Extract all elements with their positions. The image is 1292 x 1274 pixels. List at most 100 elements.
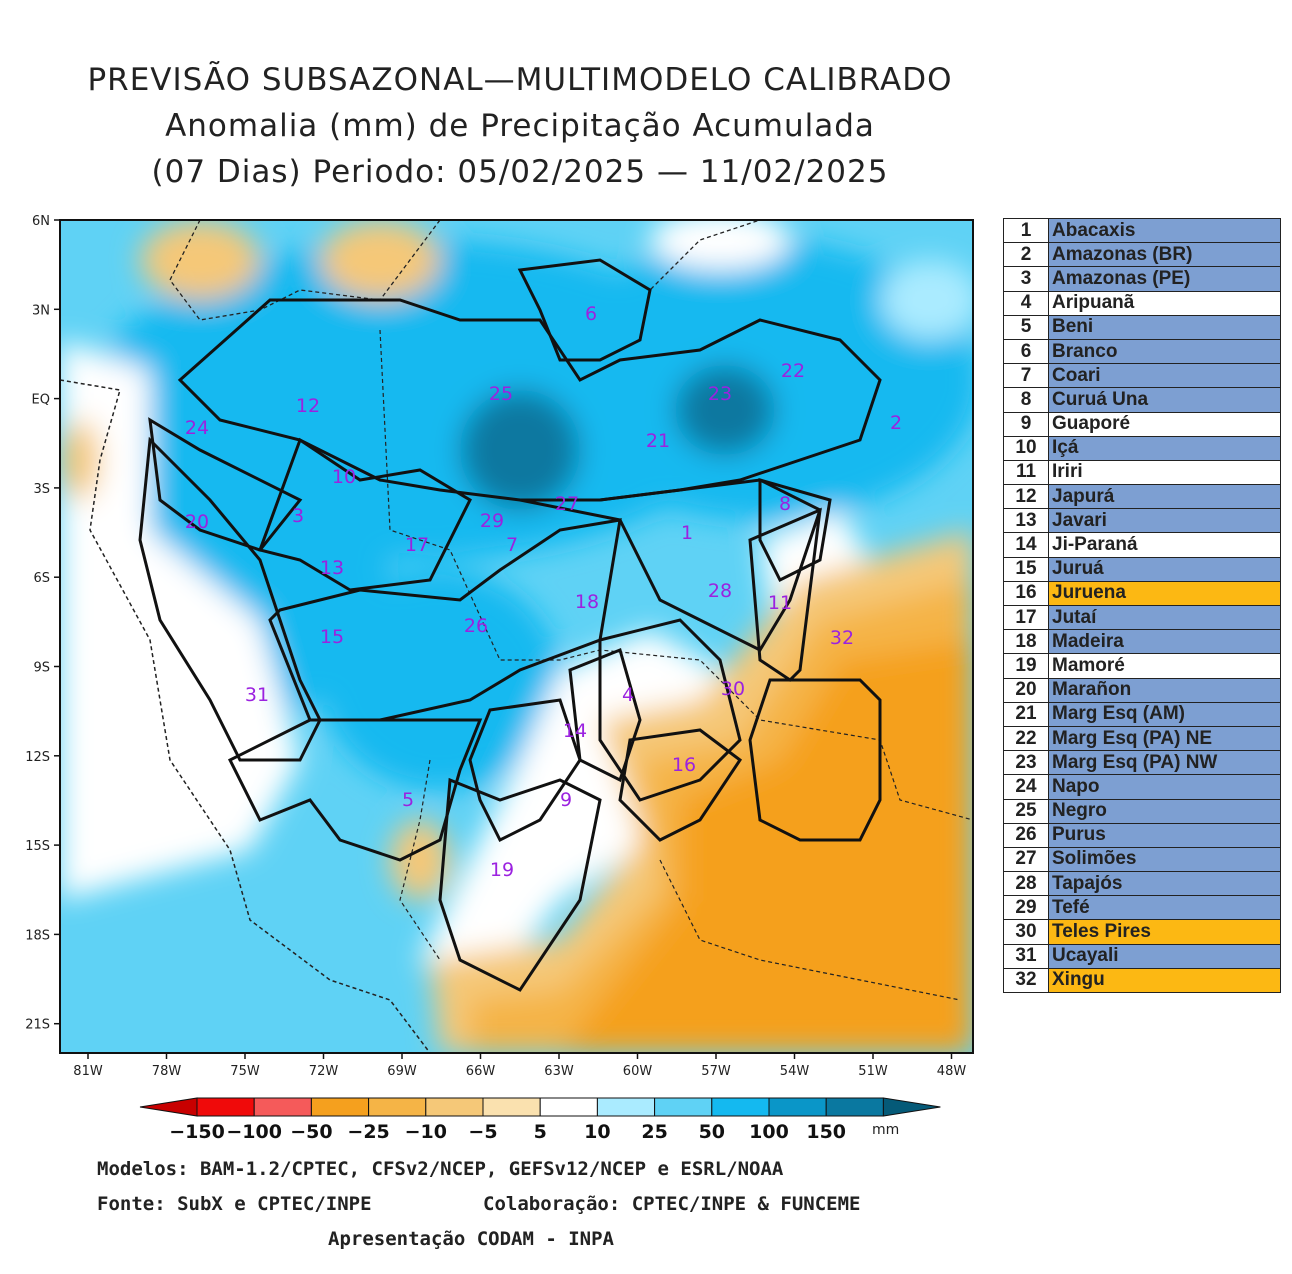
legend-row: 26 Purus [1003, 822, 1281, 848]
legend-basin-number: 7 [1003, 363, 1049, 389]
footer-source: Fonte: SubX e CPTEC/INPE [97, 1193, 372, 1215]
legend-basin-number: 17 [1003, 604, 1049, 631]
basin-label-32: 32 [830, 627, 854, 649]
colorbar-label: −50 [290, 1121, 332, 1143]
legend-row: 16 Juruena [1003, 580, 1281, 607]
lat-label: 21S [25, 1018, 50, 1033]
lat-label: 3S [33, 482, 50, 497]
legend-basin-number: 13 [1003, 508, 1049, 534]
lon-label: 54W [780, 1064, 810, 1079]
basin-label-10: 10 [332, 466, 356, 488]
basin-number-labels: 1 2 3 4 5 6 7 8 9 10 11 12 13 14 15 16 1… [185, 303, 902, 881]
legend-basin-number: 24 [1003, 774, 1049, 800]
title-line-2: Anomalia (mm) de Precipitação Acumulada [165, 108, 875, 144]
legend-basin-number: 4 [1003, 290, 1049, 316]
legend-row: 15 Juruá [1003, 556, 1281, 582]
colorbar: −150 −100 −50 −25 −10 −5 5 10 25 50 100 150 [139, 1097, 941, 1143]
colorbar-label: 25 [641, 1121, 667, 1143]
legend-row: 18 Madeira [1003, 629, 1281, 655]
legend-row: 29 Tefé [1003, 895, 1281, 921]
legend-row: 17 Jutaí [1003, 604, 1281, 631]
legend-basin-name: Jutaí [1048, 604, 1281, 631]
legend-row: 20 Marañon [1003, 677, 1281, 703]
basin-label-9: 9 [560, 789, 572, 811]
legend-basin-number: 15 [1003, 556, 1049, 582]
colorbar-swatch [654, 1097, 713, 1117]
colorbar-label: −5 [468, 1121, 497, 1143]
colorbar-swatch [482, 1097, 541, 1117]
legend-row: 9 Guaporé [1003, 411, 1281, 437]
legend-basin-number: 28 [1003, 871, 1049, 897]
lon-label: 78W [152, 1064, 182, 1079]
legend-row: 32 Xingu [1003, 967, 1281, 994]
legend-basin-number: 3 [1003, 266, 1049, 292]
basin-label-4: 4 [622, 684, 634, 706]
legend-basin-name: Ji-Paraná [1048, 532, 1281, 558]
legend-basin-name: Xingu [1048, 967, 1281, 994]
basin-label-28: 28 [708, 580, 732, 602]
legend-basin-number: 30 [1003, 919, 1049, 945]
basin-outlines [138, 258, 882, 992]
latitude-axis: 6N 3N EQ 3S 6S 9S 12S 15S 18S 21S [25, 214, 60, 1033]
colorbar-swatch [768, 1097, 827, 1117]
legend-row: 6 Branco [1003, 338, 1281, 365]
legend-basin-name: Curuá Una [1048, 387, 1281, 413]
legend-basin-name: Tapajós [1048, 871, 1281, 897]
lon-label: 57W [701, 1064, 731, 1079]
legend-basin-number: 12 [1003, 484, 1049, 510]
legend-basin-name: Marg Esq (PA) NE [1048, 725, 1281, 752]
legend-row: 1 Abacaxis [1003, 217, 1281, 244]
title-line-1: PREVISÃO SUBSAZONAL—MULTIMODELO CALIBRAD… [87, 62, 953, 98]
legend-row: 30 Teles Pires [1003, 919, 1281, 945]
basin-legend-table: 1 Abacaxis 2 Amazonas (BR) 3 Amazonas (PE) 4 Ar… [1003, 217, 1281, 994]
basin-label-6: 6 [585, 303, 597, 325]
colorbar-swatch [596, 1097, 656, 1117]
lon-label: 75W [230, 1064, 260, 1079]
colorbar-label: −100 [226, 1121, 282, 1143]
legend-basin-number: 2 [1003, 242, 1049, 268]
legend-row: 11 Iriri [1003, 459, 1281, 486]
basin-label-30: 30 [721, 678, 745, 700]
legend-basin-number: 8 [1003, 387, 1049, 413]
basin-label-19: 19 [490, 859, 514, 881]
lon-label: 81W [73, 1064, 103, 1079]
legend-row: 31 Ucayali [1003, 943, 1281, 969]
anomaly-field: 1 2 3 4 5 6 7 8 9 10 11 12 13 14 15 16 1… [60, 220, 973, 1053]
basin-label-16: 16 [672, 754, 696, 776]
colorbar-swatch [425, 1097, 484, 1117]
basin-label-12: 12 [296, 395, 320, 417]
basin-label-3: 3 [292, 505, 304, 527]
basin-label-13: 13 [320, 557, 344, 579]
lon-label: 72W [309, 1064, 339, 1079]
legend-basin-number: 18 [1003, 629, 1049, 655]
precipitation-anomaly-map: 1 2 3 4 5 6 7 8 9 10 11 12 13 14 15 16 1… [25, 214, 974, 1079]
basin-label-27: 27 [555, 493, 579, 515]
legend-row: 23 Marg Esq (PA) NW [1003, 750, 1281, 776]
legend-basin-number: 23 [1003, 750, 1049, 776]
legend-row: 22 Marg Esq (PA) NE [1003, 725, 1281, 752]
legend-basin-name: Teles Pires [1048, 919, 1281, 945]
legend-basin-number: 29 [1003, 895, 1049, 921]
colorbar-label: 5 [534, 1121, 547, 1143]
colorbar-swatch [196, 1097, 255, 1117]
legend-basin-name: Amazonas (BR) [1048, 242, 1281, 268]
basin-label-7: 7 [506, 534, 518, 556]
colorbar-label: −150 [169, 1121, 225, 1143]
basin-label-21: 21 [646, 430, 670, 452]
legend-row: 21 Marg Esq (AM) [1003, 701, 1281, 727]
legend-basin-name: Japurá [1048, 484, 1281, 510]
basin-label-23: 23 [708, 383, 732, 405]
legend-basin-name: Içá [1048, 435, 1281, 461]
basin-label-2: 2 [890, 412, 902, 434]
colorbar-swatch [539, 1097, 598, 1117]
lat-label: EQ [32, 393, 50, 408]
basin-label-22: 22 [781, 360, 805, 382]
legend-row: 12 Japurá [1003, 484, 1281, 510]
legend-row: 2 Amazonas (BR) [1003, 242, 1281, 268]
legend-row: 13 Javari [1003, 508, 1281, 534]
colorbar-high-arrow [882, 1097, 941, 1117]
legend-basin-name: Aripuanã [1048, 290, 1281, 316]
legend-row: 27 Solimões [1003, 846, 1281, 873]
legend-row: 14 Ji-Paraná [1003, 532, 1281, 558]
legend-basin-name: Coari [1048, 363, 1281, 389]
